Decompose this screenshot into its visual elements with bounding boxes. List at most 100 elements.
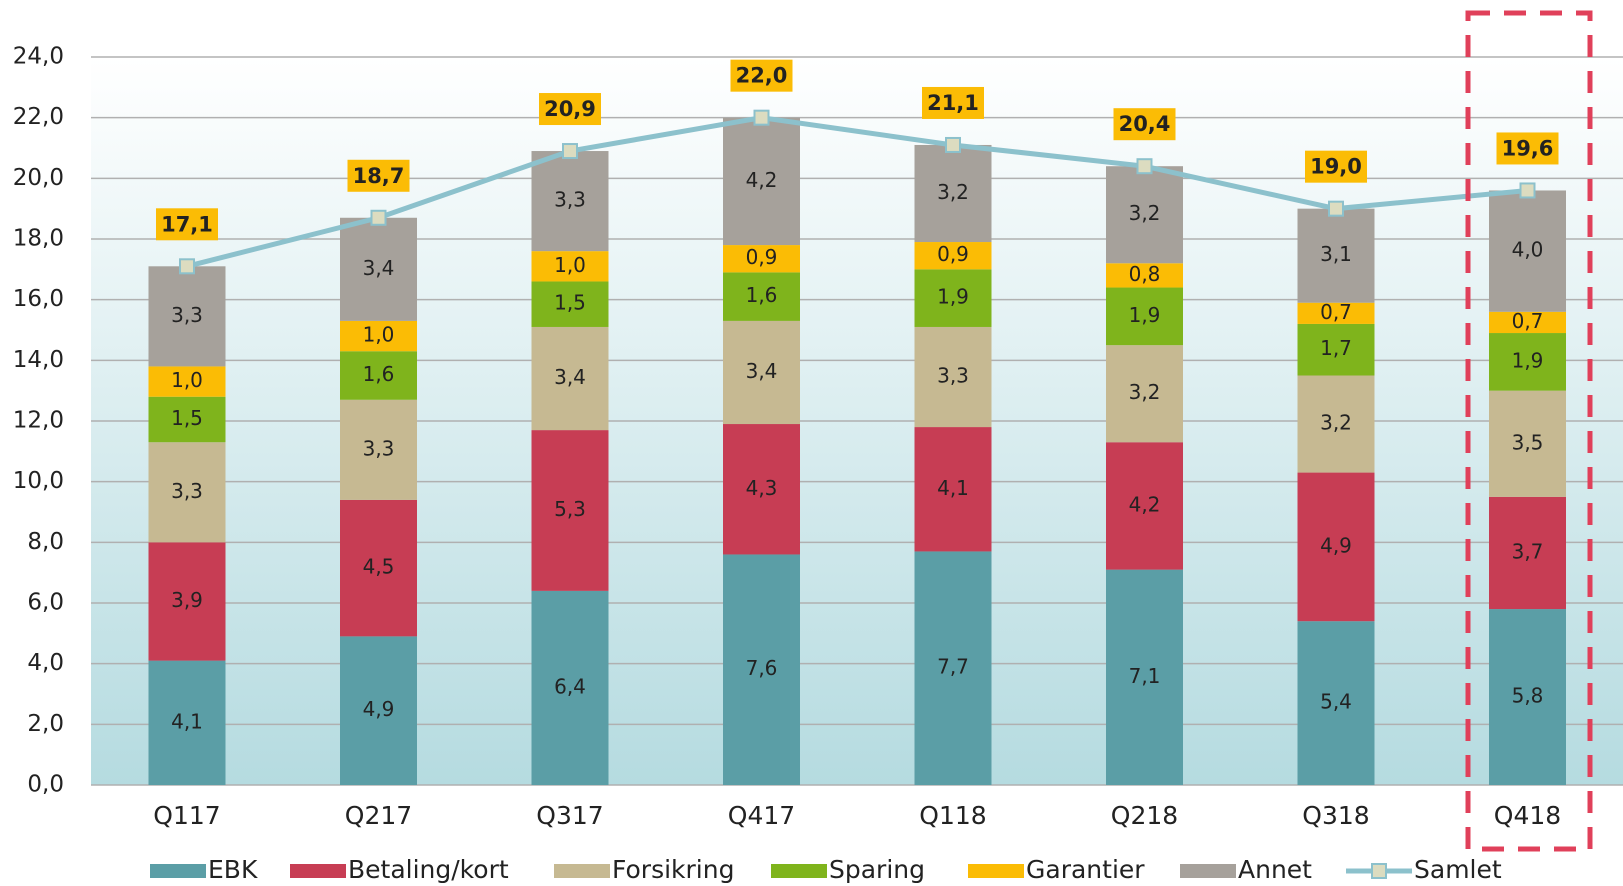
legend-marker bbox=[1371, 863, 1387, 879]
x-tick-label: Q118 bbox=[919, 801, 986, 830]
line-marker bbox=[179, 258, 195, 275]
bar-segment bbox=[1297, 208, 1375, 303]
segment-label: 1,9 bbox=[937, 285, 969, 309]
bar-segment bbox=[148, 442, 226, 543]
segment-label: 3,4 bbox=[746, 359, 778, 383]
bar-segment bbox=[723, 272, 800, 321]
bar-segment bbox=[914, 269, 992, 327]
segment-label: 3,2 bbox=[1129, 380, 1161, 404]
bar-segment bbox=[914, 326, 992, 428]
x-tick-label: Q317 bbox=[536, 801, 603, 830]
legend-label: Sparing bbox=[829, 855, 925, 884]
segment-label: 4,9 bbox=[1320, 533, 1352, 557]
segment-label: 4,3 bbox=[746, 476, 778, 500]
y-tick-label: 4,0 bbox=[27, 650, 64, 676]
segment-label: 3,7 bbox=[1512, 539, 1544, 563]
segment-label: 3,3 bbox=[937, 364, 969, 388]
y-tick-label: 24,0 bbox=[13, 44, 64, 70]
segment-label: 1,9 bbox=[1129, 303, 1161, 327]
bar-segment bbox=[1489, 333, 1566, 391]
line-marker bbox=[562, 143, 578, 160]
line-marker bbox=[370, 209, 387, 226]
segment-label: 1,6 bbox=[746, 283, 778, 307]
bar-segment bbox=[1106, 263, 1183, 288]
total-label-box bbox=[922, 86, 984, 119]
segment-label: 0,9 bbox=[746, 245, 778, 269]
y-tick-label: 8,0 bbox=[27, 529, 64, 555]
segment-label: 3,5 bbox=[1512, 430, 1544, 454]
bar-segment bbox=[1489, 609, 1566, 785]
x-tick-label: Q218 bbox=[1111, 801, 1178, 830]
total-label: 17,1 bbox=[161, 212, 213, 236]
line-marker bbox=[1136, 158, 1153, 175]
segment-label: 3,3 bbox=[171, 479, 203, 503]
total-label-box bbox=[1496, 132, 1559, 165]
total-label: 19,6 bbox=[1502, 136, 1554, 160]
segment-label: 3,9 bbox=[171, 588, 203, 612]
bar-segment bbox=[531, 430, 609, 591]
bar-segment bbox=[1106, 166, 1183, 264]
bar-segment bbox=[914, 551, 992, 785]
bar-segment bbox=[340, 351, 417, 400]
segment-label: 4,0 bbox=[1512, 238, 1544, 262]
segment-label: 1,9 bbox=[1512, 348, 1544, 372]
line-marker bbox=[753, 109, 770, 126]
segment-label: 1,5 bbox=[171, 406, 203, 430]
total-label-box bbox=[156, 208, 218, 241]
legend-label: Annet bbox=[1238, 855, 1312, 884]
segment-label: 1,0 bbox=[554, 253, 586, 277]
bar-segment bbox=[531, 326, 609, 431]
legend-swatch bbox=[1180, 864, 1236, 878]
total-label: 21,1 bbox=[927, 91, 979, 115]
y-tick-label: 20,0 bbox=[13, 165, 64, 191]
segment-label: 5,4 bbox=[1320, 690, 1352, 714]
legend-label: Garantier bbox=[1026, 855, 1145, 884]
line-marker bbox=[1328, 200, 1344, 217]
bar-segment bbox=[1489, 190, 1566, 312]
bar-segment bbox=[723, 320, 800, 425]
bar-segment bbox=[1489, 311, 1566, 334]
segment-label: 7,6 bbox=[746, 656, 778, 680]
total-label: 20,9 bbox=[544, 97, 596, 121]
segment-label: 0,7 bbox=[1512, 309, 1544, 333]
bar-segment bbox=[914, 144, 992, 243]
y-tick-label: 6,0 bbox=[27, 590, 64, 616]
segment-label: 4,2 bbox=[1129, 492, 1161, 516]
segment-label: 4,2 bbox=[746, 168, 778, 192]
segment-label: 6,4 bbox=[554, 674, 586, 698]
total-label-box bbox=[347, 159, 410, 192]
legend-label: Forsikring bbox=[612, 855, 734, 884]
y-tick-label: 10,0 bbox=[13, 468, 64, 494]
y-tick-label: 0,0 bbox=[27, 772, 64, 798]
bar-segment bbox=[531, 251, 609, 282]
bar-segment bbox=[723, 554, 800, 785]
x-tick-label: Q417 bbox=[728, 801, 795, 830]
bar-segment bbox=[723, 424, 800, 555]
segment-label: 3,3 bbox=[554, 188, 586, 212]
bar-segment bbox=[1297, 323, 1375, 376]
x-tick-label: Q318 bbox=[1302, 801, 1369, 830]
segment-label: 3,2 bbox=[1129, 201, 1161, 225]
bar-segment bbox=[340, 217, 417, 321]
bar-segment bbox=[340, 499, 417, 637]
plot: 0,0 2,0 4,0 6,0 8,0 10,0 12,0 14,0 16,0 18,0 20,0 2… bbox=[13, 44, 1623, 884]
y-tick-label: 14,0 bbox=[13, 347, 64, 373]
y-tick-label: 18,0 bbox=[13, 226, 64, 252]
x-tick-label: Q418 bbox=[1494, 801, 1561, 830]
line-marker bbox=[1519, 182, 1536, 199]
x-tick-label: Q117 bbox=[153, 801, 220, 830]
segment-label: 1,7 bbox=[1320, 336, 1352, 360]
segment-label: 4,9 bbox=[363, 697, 395, 721]
bar-segment bbox=[723, 245, 800, 273]
bar-segment bbox=[148, 396, 226, 443]
segment-label: 4,5 bbox=[363, 555, 395, 579]
segment-label: 3,2 bbox=[1320, 411, 1352, 435]
bar-segment bbox=[1297, 621, 1375, 785]
segment-label: 7,1 bbox=[1129, 664, 1161, 688]
line bbox=[186, 115, 1528, 269]
segment-label: 4,1 bbox=[171, 709, 203, 733]
segment-label: 4,1 bbox=[937, 476, 969, 500]
segment-label: 3,4 bbox=[363, 256, 395, 280]
x-tick-label: Q217 bbox=[345, 801, 412, 830]
